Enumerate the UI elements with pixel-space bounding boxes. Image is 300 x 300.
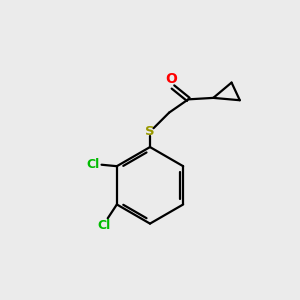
Text: Cl: Cl [97,219,110,232]
Text: O: O [166,72,177,86]
Text: S: S [145,125,155,138]
Text: Cl: Cl [87,158,100,171]
